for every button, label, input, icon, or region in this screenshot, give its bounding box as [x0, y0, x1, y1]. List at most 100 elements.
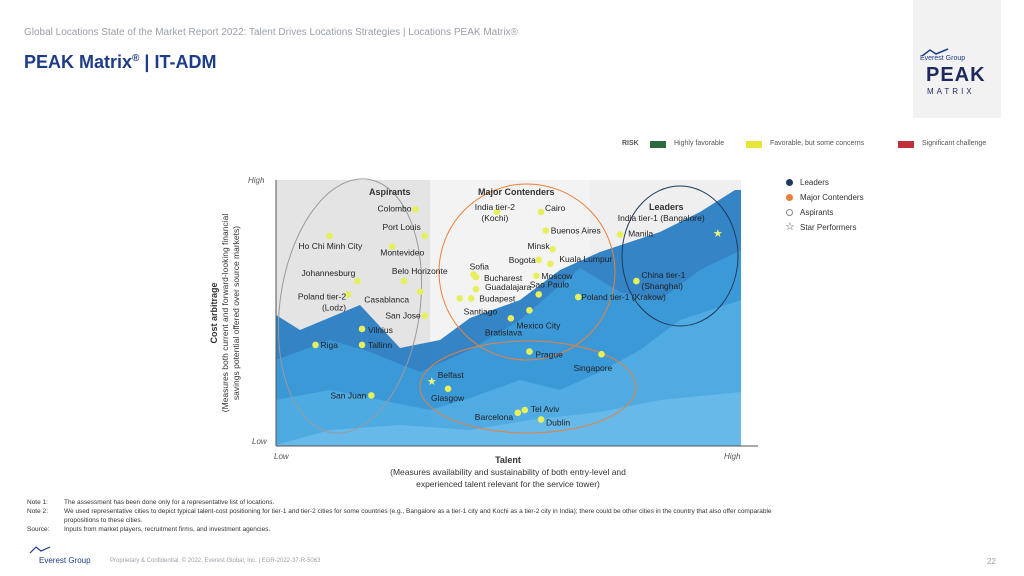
point-label-san-juan: San Juan	[330, 390, 366, 400]
major-contenders-ellipse-lower	[419, 340, 637, 434]
y-axis-title: Cost arbitrage	[209, 282, 219, 343]
page-title-suffix: | IT-ADM	[139, 52, 217, 72]
point-label-line: Prague	[535, 350, 563, 360]
point-label-line: Budapest	[479, 293, 516, 303]
x-axis-subtitle: experienced talent relevant for the serv…	[416, 479, 600, 489]
point-label-line: Kuala Lumpur	[559, 254, 612, 264]
point-marker-poland-tier-2-lodz	[344, 291, 352, 298]
point-label-line: Mexico City	[516, 320, 561, 330]
risk-legend-some-concerns: Favorable, but some concerns	[770, 140, 865, 147]
point-marker-china-tier-1-shanghai	[633, 277, 640, 285]
header-band	[0, 0, 1024, 118]
note-text: The assessment has been done only for a …	[64, 499, 275, 506]
point-label-prague: Prague	[535, 350, 563, 360]
point-label-line: Dublin	[546, 417, 570, 427]
point-label-poland-tier-1-krakow: Poland tier-1 (Krakow)	[581, 292, 666, 302]
point-label-line: (Lodz)	[322, 302, 346, 312]
footer-swoosh-icon	[29, 546, 51, 554]
point-label-line: Riga	[321, 340, 339, 350]
page-title: PEAK Matrix® | IT-ADM	[24, 52, 216, 73]
note-text: propositions to these cities.	[64, 517, 143, 524]
point-label-mexico-city: Mexico City	[516, 320, 561, 330]
point-label-line: Belo Horizonte	[392, 266, 448, 276]
point-marker-prague	[526, 348, 533, 355]
major-contenders-dot-icon	[786, 194, 793, 201]
point-marker-budapest	[468, 295, 475, 302]
point-marker-san-jose	[421, 312, 429, 319]
point-label-line: Poland tier-2	[298, 291, 346, 301]
zone-label-leaders: Leaders	[649, 202, 684, 212]
point-label-port-louis: Port Louis	[383, 222, 421, 232]
risk-swatch-significant	[898, 141, 914, 148]
point-label-belo-horizonte: Belo Horizonte	[392, 266, 448, 276]
x-high-label: High	[724, 452, 741, 461]
y-high-label: High	[248, 176, 265, 185]
star-marker-india-tier-1-bangalore: ★	[713, 228, 723, 240]
point-label-glasgow: Glasgow	[431, 393, 465, 403]
x-axis-subtitle: (Measures availability and sustainabilit…	[390, 467, 626, 477]
major-contenders-ellipse	[438, 183, 616, 361]
point-label-colombo: Colombo	[377, 203, 411, 213]
point-label-san-jose: San Jose	[385, 311, 421, 321]
point-marker-india-tier-2-kochi	[493, 208, 501, 216]
point-marker-port-louis	[421, 232, 429, 240]
point-marker-guadalajara	[472, 285, 480, 293]
risk-legend-significant: Significant challenge	[922, 140, 987, 147]
point-label-line: Vilnius	[368, 325, 393, 335]
point-label-buenos-aires: Buenos Aires	[551, 226, 601, 236]
risk-legend-favorable: Highly favorable	[674, 140, 725, 147]
point-label-guadalajara: Guadalajara	[485, 282, 532, 292]
star-performers-star-icon: ☆	[785, 221, 795, 233]
point-marker-colombo	[412, 205, 419, 213]
point-label-line: Sao Paulo	[530, 279, 569, 289]
risk-swatch-favorable	[650, 141, 666, 148]
zone-label-major-contenders: Major Contenders	[478, 187, 555, 197]
point-label-riga: Riga	[321, 340, 339, 350]
point-label-line: (Kochi)	[481, 213, 508, 223]
point-label-dublin: Dublin	[546, 417, 570, 427]
point-marker-kuala-lumpur	[547, 260, 554, 268]
registered-mark: ®	[132, 53, 140, 64]
aspirants-ellipse	[277, 178, 423, 434]
point-label-line: Minsk	[527, 241, 550, 251]
risk-swatch-some-concerns	[746, 141, 762, 148]
point-marker-cairo	[537, 208, 545, 216]
y-axis-title-group: Cost arbitrage (Measures both current and…	[209, 214, 241, 413]
point-marker-manila	[616, 231, 624, 238]
point-marker-sao-paulo	[535, 291, 543, 298]
point-label-manila: Manila	[628, 229, 653, 239]
point-label-line: Barcelona	[475, 412, 514, 422]
data-points: Colombo Port Louis Ho Chi Minh City Montevi…	[298, 202, 723, 427]
point-marker-bogota	[535, 256, 543, 264]
point-label-budapest: Budapest	[479, 293, 516, 303]
point-marker-tallinn	[358, 341, 366, 349]
star-marker-belfast: ★	[427, 376, 437, 388]
point-label-line: Bucharest	[484, 273, 523, 283]
point-label-moscow: Moscow	[541, 271, 573, 281]
legend-aspirants-label: Aspirants	[800, 208, 834, 217]
point-label-cairo: Cairo	[545, 203, 566, 213]
point-label-montevideo: Montevideo	[380, 248, 424, 258]
point-label-line: Sofia	[470, 261, 490, 271]
point-label-line: San Jose	[385, 311, 421, 321]
point-marker-san-juan	[368, 392, 375, 399]
point-marker-montevideo	[388, 243, 396, 250]
point-label-line: Colombo	[377, 203, 411, 213]
point-label-china-tier-1-shanghai: China tier-1 (Shanghai)	[641, 270, 685, 291]
risk-legend-label: RISK	[622, 140, 639, 147]
leaders-ellipse	[621, 185, 739, 327]
point-label-line: China tier-1	[641, 270, 685, 280]
blue-area-base	[276, 392, 741, 446]
point-label-bogota: Bogota	[509, 255, 536, 265]
legend-leaders-label: Leaders	[800, 178, 829, 187]
point-label-line: Guadalajara	[485, 282, 532, 292]
point-label-poland-tier-2-lodz: Poland tier-2 (Lodz)	[298, 291, 346, 312]
point-label-line: Bratislava	[485, 327, 523, 337]
note-text: We used representative cities to depict …	[64, 508, 772, 515]
point-marker-tel-aviv	[521, 406, 529, 414]
leaders-dot-icon	[786, 179, 793, 186]
point-label-sofia: Sofia	[470, 261, 490, 271]
point-label-line: Johannesburg	[301, 268, 355, 278]
point-marker-minsk	[549, 245, 556, 253]
